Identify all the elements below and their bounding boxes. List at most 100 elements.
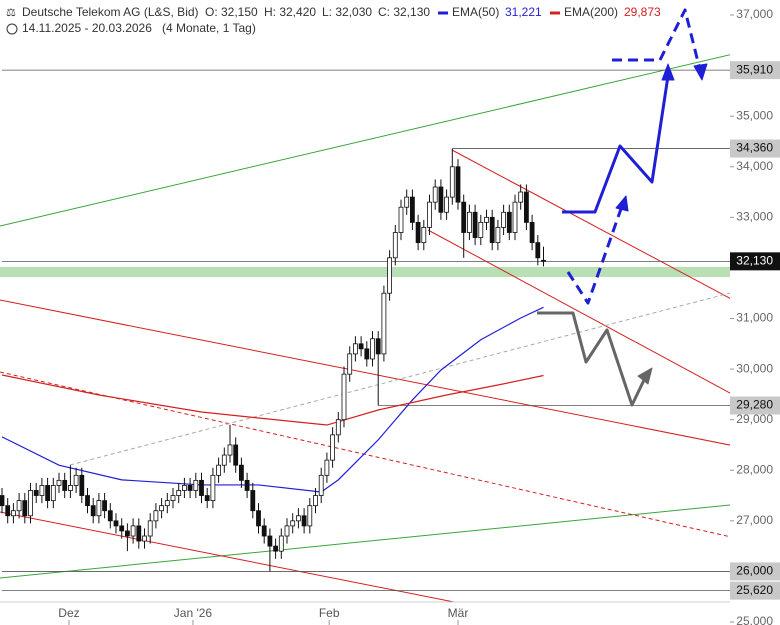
candle-body [181,485,187,491]
candle-body [119,525,125,532]
candle-body [466,211,472,233]
candle-body [290,520,296,527]
candle-body [529,221,535,244]
candle-body [404,196,410,208]
candle-body [398,206,404,233]
trend-line [0,511,457,602]
x-tick-label: Jan '26 [174,606,213,620]
candle-body [506,211,512,233]
candle-body [233,444,239,466]
candle-body [438,186,444,213]
candle-body [107,510,113,522]
ohlc: C: 32,130 [378,5,430,19]
level-box [730,562,780,581]
candles [0,148,546,572]
level-box [730,396,780,415]
candle-body [50,485,56,501]
candle-body [375,338,381,355]
candle-body [444,196,450,213]
candle-body [45,485,50,501]
candle-body [484,216,489,223]
candle-body [5,505,11,517]
candle-body [96,500,102,517]
title: Deutsche Telekom AG (L&S, Bid) [22,5,199,19]
level-box [730,139,780,158]
candle-body [153,510,159,522]
candle-body [461,201,467,233]
candle-body [187,485,193,491]
y-tick-label: 37,000 [736,7,773,21]
candle-body [455,166,461,203]
candle-body [427,201,432,228]
candle-body [90,505,96,517]
levels: 35,910 34,360 32,130 29,280 26,000 25,620 [2,61,780,600]
candle-body [113,520,119,527]
candle-body [364,348,370,360]
candle-body [307,505,313,527]
y-tick-label: 27,000 [736,513,773,527]
arrow-head [637,367,653,385]
legend-value: 31,221 [505,5,542,19]
level-label: 29,280 [736,398,773,412]
candle-body [199,479,204,496]
trend-line [0,54,730,227]
y-tick-label: 34,000 [736,159,773,173]
projection-arrow [612,8,702,71]
header-bg [0,0,670,38]
candle-body [33,490,39,496]
candle-body [273,545,279,552]
candle-body [159,505,165,512]
projection-arrow [562,75,670,214]
trend-line [69,292,730,466]
candle-body [524,191,529,223]
candle-body [415,221,421,244]
trend-line [0,299,730,446]
header: ⚖ Deutsche Telekom AG (L&S, Bid) O: 32,1… [0,0,670,38]
legend-label: EMA(200) [564,5,618,19]
candle-body [421,227,427,244]
candle-body [136,525,142,542]
candle-body [495,227,501,244]
trend-line [0,504,730,579]
candle-body [244,479,250,491]
candle-body [210,474,216,501]
candle-body [449,166,455,198]
candle-body [250,490,256,512]
candle-body [221,454,227,466]
candle-body [341,373,347,421]
candle-body [56,479,62,486]
level-label: 32,130 [736,254,773,268]
candle-body [256,510,261,527]
candle-body [318,474,324,496]
candle-body [335,419,341,436]
candle-body [0,495,5,507]
candle-body [295,515,301,522]
projections [537,8,708,407]
candle-body [512,201,518,233]
candle-body [313,495,318,507]
candle-body [142,535,147,542]
level-label: 34,360 [736,141,773,155]
y-tick-label: 35,000 [736,108,773,122]
axes: 37,000 35,000 34,000 33,000 31,000 30,000 29,0… [0,7,773,625]
period: 14.11.2025 - 20.03.2026 [22,21,152,35]
arrow-head [661,63,675,81]
period-note: (4 Monate, 1 Tag) [162,21,256,35]
candle-body [409,196,415,223]
candle-body [176,490,182,496]
candle-body [324,459,330,476]
candle-body [432,186,438,203]
candle-body [347,353,353,375]
ohlc: L: 32,030 [322,5,372,19]
candle-body [39,485,45,496]
candle-body [62,479,68,491]
level-label: 25,620 [736,583,773,597]
candle-body [381,292,387,355]
support-zone [0,267,730,277]
candle-body [370,338,375,360]
level-box [730,581,780,600]
candle-body [278,535,284,552]
candle-body [358,343,364,350]
arrow-head [693,63,708,81]
